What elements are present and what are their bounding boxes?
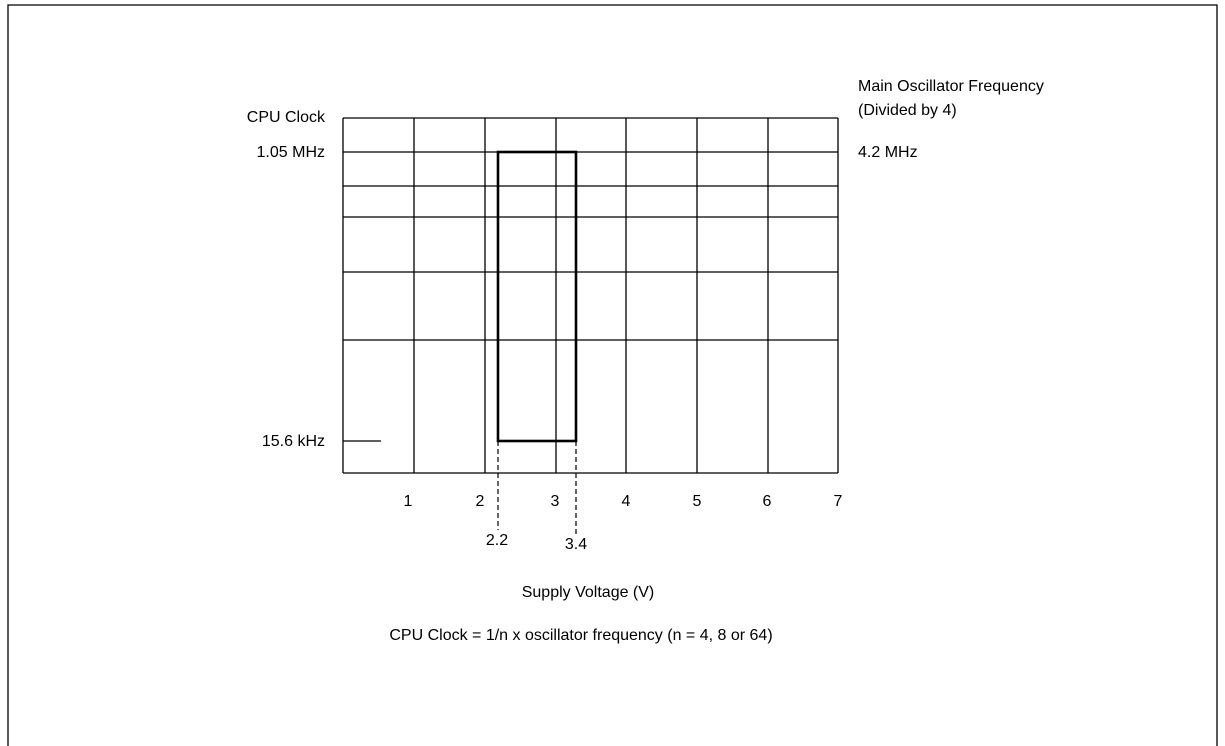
range-marker-label: 3.4 <box>565 536 587 553</box>
x-tick-label: 5 <box>693 493 702 510</box>
left-axis-label: 1.05 MHz <box>257 144 325 161</box>
x-tick-label: 3 <box>551 493 560 510</box>
x-tick-label: 6 <box>763 493 772 510</box>
caption: CPU Clock = 1/n x oscillator frequency (… <box>389 627 772 644</box>
range-marker-label: 2.2 <box>486 532 508 549</box>
right-axis-label: 4.2 MHz <box>858 144 918 161</box>
right-axis-title: (Divided by 4) <box>858 102 957 119</box>
frame <box>7 4 1218 746</box>
left-axis-label: 15.6 kHz <box>262 433 325 450</box>
left-axis-title: CPU Clock <box>247 109 326 126</box>
grid <box>342 117 839 474</box>
x-tick-label: 1 <box>404 493 413 510</box>
right-axis-title: Main Oscillator Frequency <box>858 78 1044 95</box>
operating-range <box>496 150 578 443</box>
x-tick-label: 2 <box>476 493 485 510</box>
x-tick-label: 7 <box>834 493 843 510</box>
x-tick-label: 4 <box>622 493 631 510</box>
x-axis-title: Supply Voltage (V) <box>522 584 655 601</box>
